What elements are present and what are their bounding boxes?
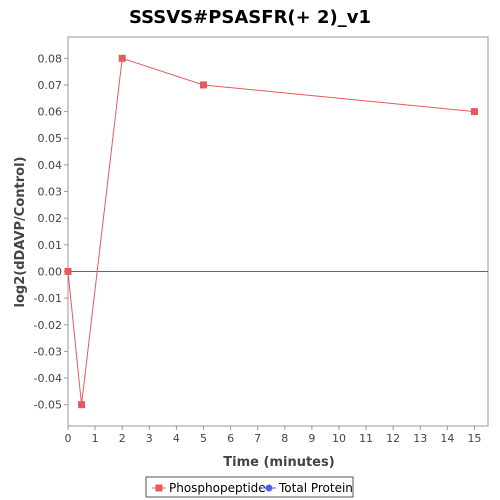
y-tick-label: -0.01 (34, 292, 62, 305)
data-point (470, 108, 478, 116)
y-tick-label: 0.03 (38, 186, 63, 199)
y-tick-label: -0.04 (34, 372, 62, 385)
legend-label: Phosphopeptide (169, 481, 266, 495)
x-tick-label: 6 (227, 432, 234, 445)
plot-area (67, 36, 489, 427)
x-tick-label: 7 (254, 432, 261, 445)
y-axis-label: log2(dDAVP/Control) (13, 157, 28, 308)
x-tick-label: 12 (386, 432, 400, 445)
y-tick-label: 0.01 (38, 239, 63, 252)
data-point (199, 81, 207, 89)
series-layer (64, 54, 478, 409)
x-tick-label: 0 (65, 432, 72, 445)
y-tick-label: 0.07 (38, 79, 63, 92)
data-point (78, 401, 86, 409)
x-tick-label: 13 (413, 432, 427, 445)
x-tick-label: 10 (332, 432, 346, 445)
x-tick-label: 3 (146, 432, 153, 445)
x-tick-label: 9 (308, 432, 315, 445)
y-tick-label: -0.05 (34, 399, 62, 412)
legend-box (145, 476, 354, 498)
y-tick-label: 0.04 (38, 159, 63, 172)
x-tick-label: 1 (92, 432, 99, 445)
y-tick-label: 0.08 (38, 52, 63, 65)
x-tick-label: 2 (119, 432, 126, 445)
x-axis: 0 1 2 3 4 5 6 7 8 9 10 11 12 13 14 15 (65, 426, 481, 445)
x-tick-label: 8 (281, 432, 288, 445)
chart-title: SSSVS#PSASFR(+ 2)_v1 (129, 7, 371, 28)
y-tick-label: -0.02 (34, 319, 62, 332)
x-tick-label: 15 (467, 432, 481, 445)
legend-label: Total Protein (278, 481, 353, 495)
y-tick-label: 0.05 (38, 132, 63, 145)
x-tick-label: 14 (440, 432, 454, 445)
data-point (118, 54, 126, 62)
y-axis: -0.05 -0.04 -0.03 -0.02 -0.01 0.00 0.01 0.02 0.0… (34, 52, 68, 412)
y-tick-label: 0.02 (38, 212, 63, 225)
y-tick-label: 0.06 (38, 106, 63, 119)
y-tick-label: 0.00 (38, 265, 63, 278)
x-tick-label: 11 (359, 432, 373, 445)
x-tick-label: 4 (173, 432, 180, 445)
legend-marker (265, 484, 273, 492)
data-point (64, 267, 72, 275)
y-tick-label: -0.03 (34, 345, 62, 358)
legend-marker (155, 484, 163, 492)
x-axis-label: Time (minutes) (223, 455, 334, 470)
legend: Phosphopeptide Total Protein (145, 476, 354, 498)
x-tick-label: 5 (200, 432, 207, 445)
